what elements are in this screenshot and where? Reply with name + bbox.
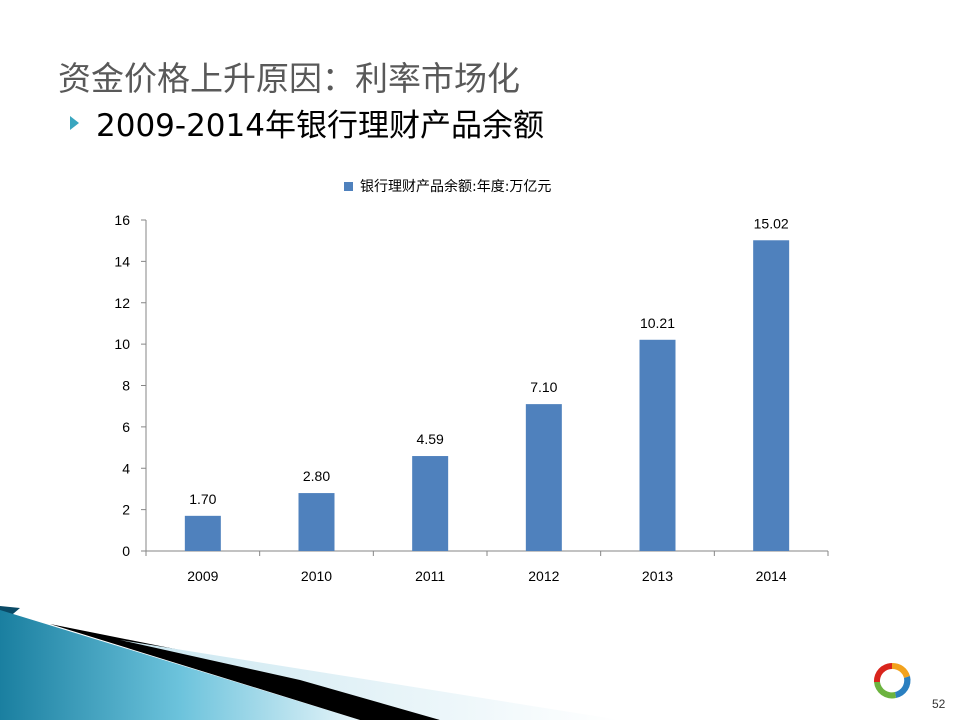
chart-axes: 0 2 4 6 8 10 12 14 16 2009 2010 2011 2012 2013 2014	[114, 212, 829, 584]
x-tick-label: 2012	[528, 568, 559, 584]
bar-2009	[184, 515, 221, 551]
ring-logo-icon	[873, 662, 911, 699]
bar-2011	[412, 456, 449, 551]
x-tick-label: 2014	[756, 568, 787, 584]
x-tick-label: 2009	[187, 568, 218, 584]
data-label-2012: 7.10	[530, 379, 557, 395]
chart-legend: 银行理财产品余额:年度:万亿元	[344, 178, 551, 195]
y-tick-label: 12	[114, 295, 130, 311]
bar-2013	[639, 339, 676, 551]
chart-bars	[184, 240, 790, 551]
triangle-bullet-icon	[70, 116, 79, 130]
slide-title: 资金价格上升原因：利率市场化	[58, 59, 520, 98]
y-tick-label: 10	[114, 336, 130, 352]
x-tick-label: 2013	[642, 568, 673, 584]
x-tick-label: 2011	[415, 568, 445, 584]
y-tick-label: 8	[122, 378, 130, 394]
page-number: 52	[932, 697, 946, 711]
bar-2010	[298, 493, 335, 551]
x-tick-label: 2010	[301, 568, 332, 584]
chart-data-labels: 1.70 2.80 4.59 7.10 10.21 15.02	[189, 215, 789, 507]
data-label-2013: 10.21	[640, 315, 675, 331]
legend-swatch	[344, 182, 353, 191]
y-tick-label: 14	[114, 253, 130, 269]
bullet-text: 2009-2014年银行理财产品余额	[96, 108, 544, 144]
data-label-2014: 15.02	[754, 215, 789, 231]
data-label-2011: 4.59	[417, 431, 444, 447]
bar-2014	[753, 240, 790, 551]
data-label-2009: 1.70	[189, 491, 216, 507]
y-tick-label: 0	[122, 543, 130, 559]
y-tick-label: 4	[122, 460, 130, 476]
y-tick-label: 6	[122, 419, 130, 435]
y-tick-label: 2	[122, 502, 130, 518]
legend-label: 银行理财产品余额:年度:万亿元	[360, 178, 551, 195]
data-label-2010: 2.80	[303, 468, 330, 484]
bar-2012	[525, 404, 562, 551]
y-tick-label: 16	[114, 212, 130, 228]
